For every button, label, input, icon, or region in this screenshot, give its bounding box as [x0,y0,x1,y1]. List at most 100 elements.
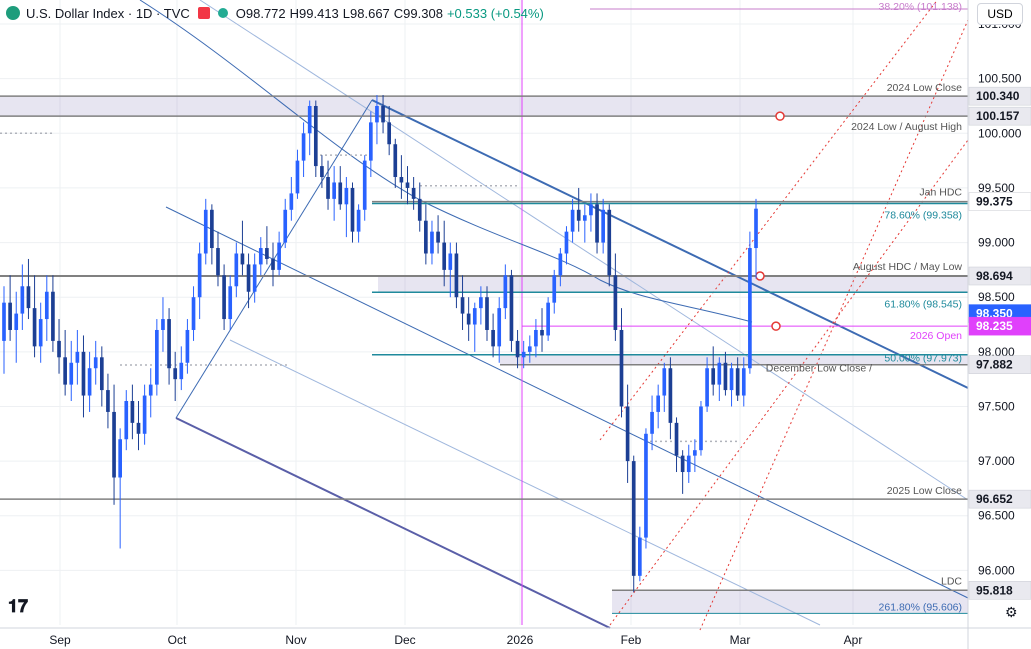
red-dotted-channel-1 [599,0,938,441]
candle-body [99,357,104,391]
candle-body [631,461,636,576]
candle-body [93,357,98,369]
market-status-icon [217,8,228,18]
time-axis[interactable]: Sep Oct Nov Dec 2026 Feb Mar Apr [0,627,1031,647]
label-ldc: LDC [941,575,962,587]
candle-body [558,253,563,276]
candle-body [350,187,355,232]
candle-body [313,105,318,167]
ohlc-open: O98.772 [235,5,286,21]
price-tick-label: 100.000 [978,126,1022,140]
candle-body [32,308,37,347]
candle-body [582,215,587,221]
candle-body [607,209,612,276]
candle-body [748,248,752,369]
candle-body [362,160,367,210]
time-tick-label: Nov [285,633,306,647]
label-2024-low: 2024 Low / August High [851,121,962,133]
red-dotted-channel-2 [609,139,969,626]
candle-body [228,286,233,320]
candle-body [442,242,447,270]
candle-body [252,264,257,292]
price-tag-label: 97.882 [976,358,1013,372]
flag-icon[interactable] [197,7,210,19]
price-tick-label: 96.500 [978,509,1015,523]
candle-body [479,297,483,309]
label-fib-38: 38.20% (101.138) [879,1,962,13]
candle-body [674,422,679,456]
currency-button[interactable]: USD [977,3,1023,25]
candle-body [368,122,373,161]
zone-2024-low [0,96,968,117]
candle-body [320,166,324,178]
candle-body [295,160,300,194]
candle-body [552,275,557,303]
grid [0,0,968,625]
symbol-title[interactable]: U.S. Dollar Index · 1D · TVC [26,5,190,21]
ohlc-change: +0.533 (+0.54%) [446,5,544,21]
candle-body [405,182,410,188]
time-tick-label: Mar [730,633,751,647]
price-tick-label: 98.500 [978,290,1015,304]
candle-body [148,384,153,396]
candle-body [595,204,599,243]
candle-body [44,291,49,320]
label-261-8: 261.80% (95.606) [879,601,962,613]
tradingview-logo-icon: 𝟏𝟕 [8,596,29,616]
candle-body [356,209,361,232]
candle-body [723,362,728,391]
level-lines [0,8,968,614]
candle-body [338,182,343,205]
price-axis[interactable]: 101.000100.500100.00099.50099.00098.5009… [967,0,1031,649]
candle-body [26,286,31,309]
price-tick-label: 99.500 [978,181,1015,195]
price-tag-label: 96.652 [976,492,1013,506]
candle-body [497,308,502,347]
candle-body [8,302,12,330]
candle-body [454,253,459,298]
label-december-low: December Low Close / [766,363,872,375]
moving-average-line [139,0,753,323]
candle-body [142,395,147,434]
candle-body [668,368,673,423]
candle-body [436,231,440,243]
candle-body [203,209,208,254]
candle-body [271,258,275,270]
trendlines [139,0,969,631]
intersection-marker [755,271,765,281]
candle-body [69,362,74,385]
candle-body [717,362,722,385]
time-tick-label: Apr [844,633,863,647]
settings-gear-icon[interactable]: ⚙ [1005,604,1018,620]
candle-body [234,253,239,287]
time-tick-label: Sep [49,633,71,647]
price-tag-bg [968,581,1031,600]
candle-body [210,209,214,249]
candle-body [63,357,67,385]
candle-body [570,209,575,232]
price-tick-label: 97.000 [978,454,1015,468]
candle-body [485,297,489,330]
price-tag-bg [968,106,1031,126]
candle-body [375,105,379,123]
price-tick-label: 100.500 [978,72,1022,86]
candle-body [564,231,569,254]
candle-body [527,346,532,352]
candle-body [656,395,661,412]
ohlc-high: H99.413 [289,5,339,21]
price-tag-bg [968,316,1031,336]
candle-body [491,329,495,347]
candle-body [301,133,306,161]
candle-body [57,340,61,358]
candle-body [448,253,453,270]
candle-body [411,187,416,199]
candle-body [344,187,349,205]
candle-body [466,313,471,325]
candle-body [258,248,263,265]
candle-body [381,105,385,123]
price-tag-bg [968,86,1031,106]
candle-body [387,122,392,145]
candle-body [81,351,86,396]
candle-body [20,286,25,314]
